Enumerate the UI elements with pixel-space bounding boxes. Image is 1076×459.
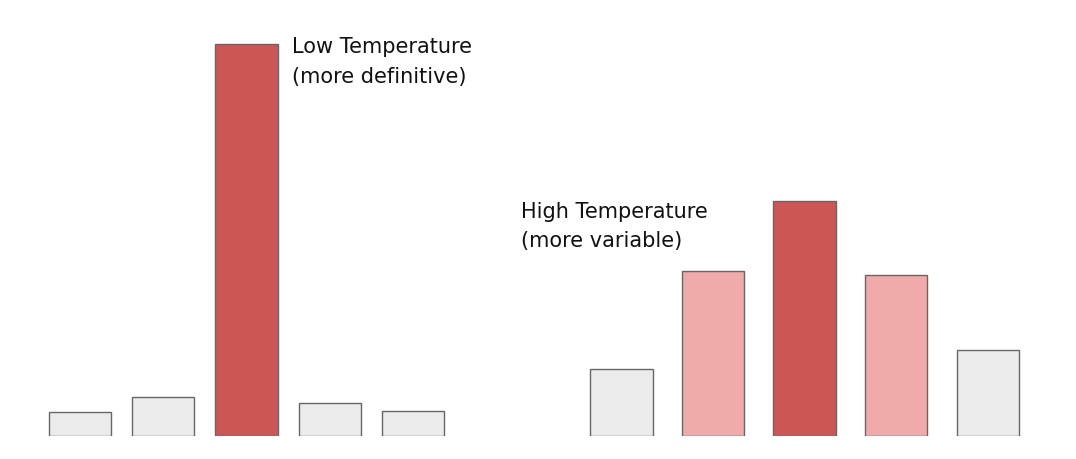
- Bar: [48, 413, 111, 436]
- Bar: [215, 45, 278, 436]
- Bar: [298, 403, 360, 436]
- Text: High Temperature
(more variable): High Temperature (more variable): [522, 202, 708, 251]
- Text: Low Temperature
(more definitive): Low Temperature (more definitive): [293, 37, 472, 87]
- Bar: [590, 369, 652, 436]
- Bar: [382, 411, 444, 436]
- Bar: [865, 276, 928, 436]
- Bar: [957, 350, 1019, 436]
- Bar: [682, 272, 745, 436]
- Bar: [774, 202, 836, 436]
- Bar: [132, 397, 195, 436]
